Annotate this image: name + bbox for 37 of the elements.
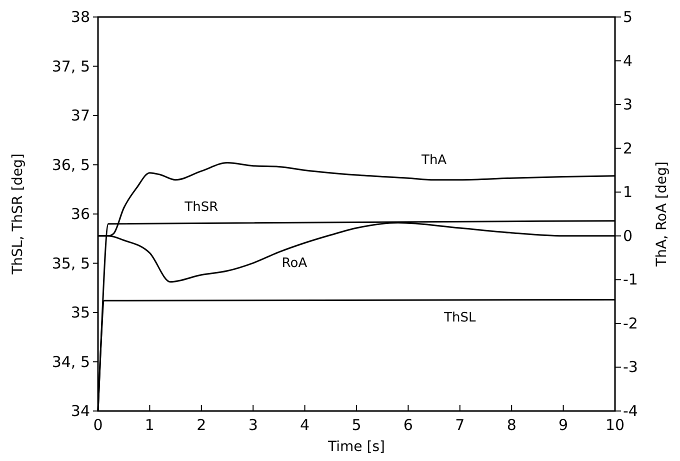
y-tick-label: 36 — [70, 205, 90, 223]
y-tick-label: 34 — [70, 402, 90, 420]
x-tick-label: 9 — [558, 416, 568, 434]
y-tick-label: 38 — [70, 8, 90, 26]
y2-tick-label: -2 — [623, 314, 638, 332]
y2-tick-label: 2 — [623, 139, 633, 158]
x-tick-label: 2 — [196, 416, 206, 434]
y2-tick-label: 3 — [623, 96, 633, 114]
y-tick-label: 34, 5 — [52, 352, 90, 371]
y-tick-label: 35 — [70, 304, 90, 322]
y-tick-label: 36, 5 — [52, 156, 90, 174]
y2-tick-label: -1 — [623, 270, 638, 289]
x-tick-label: 8 — [506, 416, 516, 434]
y-tick-label: 35, 5 — [52, 254, 90, 272]
series-label: RoA — [282, 256, 308, 271]
y2-tick-label: 4 — [623, 52, 633, 70]
x-tick-label: 0 — [93, 416, 103, 434]
y2-tick-label: 5 — [623, 8, 633, 26]
y2-tick-label: -4 — [623, 402, 638, 420]
x-tick-label: 1 — [144, 416, 154, 434]
y-axis-title: ThSL, ThSR [deg] — [10, 154, 26, 276]
series-label: ThSL — [443, 310, 476, 326]
y2-tick-label: 1 — [623, 183, 633, 202]
x-tick-label: 5 — [352, 416, 362, 434]
x-tick-label: 4 — [300, 416, 310, 434]
series-label: ThA — [420, 152, 447, 168]
x-tick-label: 6 — [403, 416, 413, 434]
y-tick-label: 37 — [70, 106, 90, 124]
x-tick-label: 3 — [248, 416, 258, 434]
series-label: ThSR — [184, 200, 218, 215]
y2-axis-title: ThA, RoA [deg] — [654, 162, 670, 268]
y2-tick-label: 0 — [623, 226, 633, 245]
x-tick-label: 7 — [455, 416, 465, 434]
y-tick-label: 37, 5 — [52, 57, 90, 76]
x-axis-title: Time [s] — [327, 439, 385, 455]
x-tick-label: 10 — [605, 416, 625, 434]
y2-tick-label: -3 — [623, 358, 638, 376]
